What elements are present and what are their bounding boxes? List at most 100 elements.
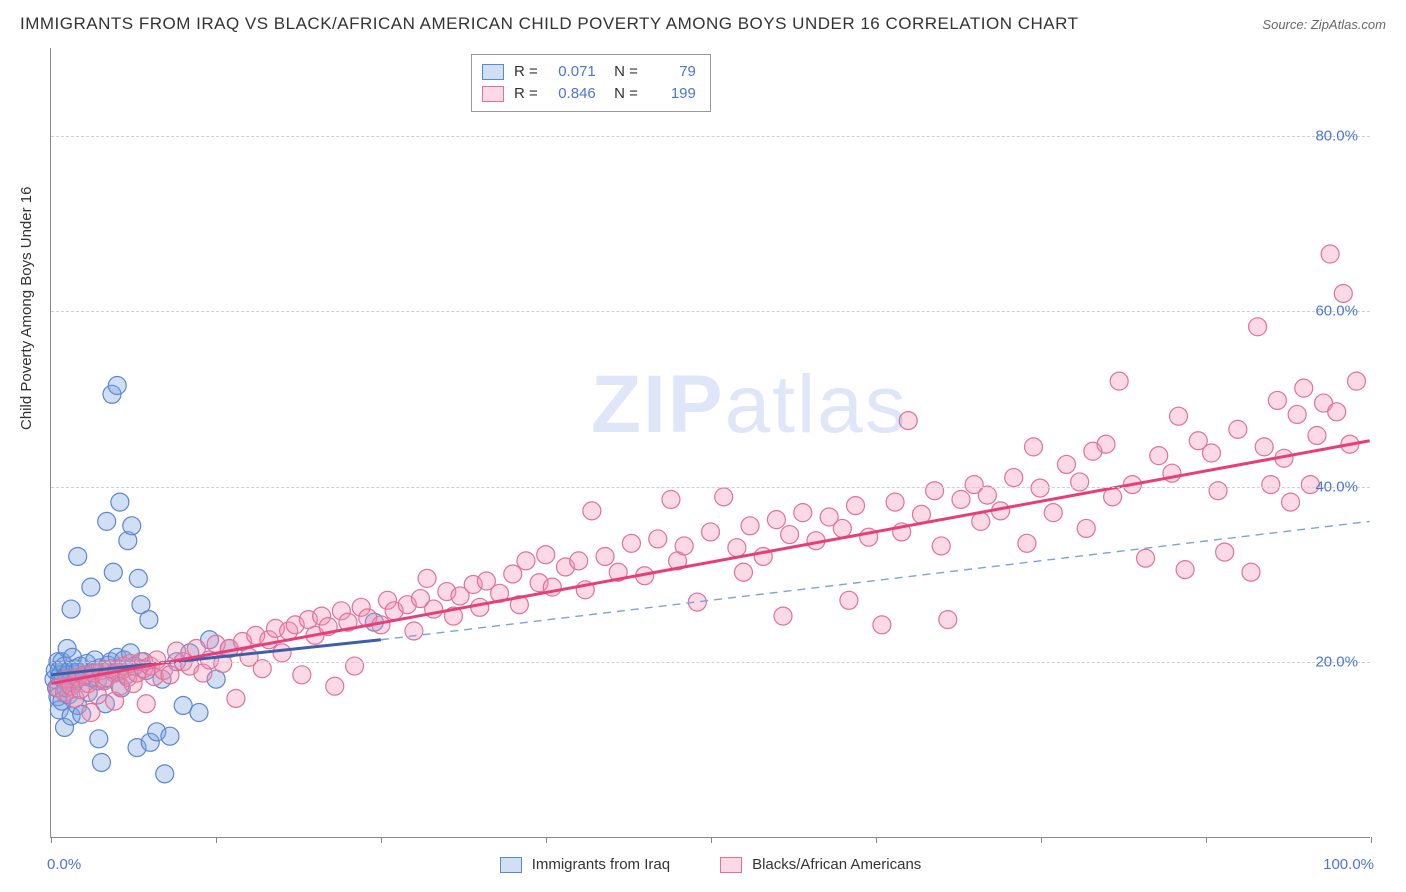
data-point-black [1097, 435, 1115, 453]
x-tick-min: 0.0% [47, 856, 81, 873]
data-point-black [405, 622, 423, 640]
legend-stat-row-iraq: R =0.071 N =79 [482, 61, 696, 83]
data-point-black [728, 539, 746, 557]
legend-n-label: N = [606, 61, 638, 83]
data-point-black [418, 569, 436, 587]
y-axis-label: Child Poverty Among Boys Under 16 [18, 187, 35, 430]
data-point-black [675, 537, 693, 555]
data-point-black [622, 534, 640, 552]
data-point-black [939, 611, 957, 629]
data-point-black [1255, 438, 1273, 456]
data-point-iraq [129, 569, 147, 587]
data-point-black [662, 490, 680, 508]
data-point-iraq [111, 493, 129, 511]
data-point-black [1282, 493, 1300, 511]
x-tick [546, 837, 547, 843]
x-tick [711, 837, 712, 843]
x-legend: Immigrants from IraqBlacks/African Ameri… [51, 856, 1370, 873]
data-point-black [1295, 379, 1313, 397]
data-point-black [978, 486, 996, 504]
data-point-black [596, 547, 614, 565]
chart-source: Source: ZipAtlas.com [1262, 17, 1386, 32]
data-point-iraq [98, 512, 116, 530]
data-point-black [537, 546, 555, 564]
data-point-black [1242, 563, 1260, 581]
data-point-black [833, 519, 851, 537]
y-tick-label: 20.0% [1315, 654, 1358, 671]
data-point-black [570, 552, 588, 570]
data-point-black [1044, 504, 1062, 522]
data-point-black [1308, 426, 1326, 444]
data-point-iraq [140, 611, 158, 629]
data-point-iraq [90, 730, 108, 748]
data-point-black [1071, 473, 1089, 491]
legend-swatch-black [482, 86, 504, 102]
data-point-black [1328, 403, 1346, 421]
legend-r-label: R = [514, 61, 538, 83]
x-legend-label-iraq: Immigrants from Iraq [532, 856, 670, 873]
data-point-iraq [190, 704, 208, 722]
data-point-black [886, 493, 904, 511]
data-point-black [1229, 420, 1247, 438]
data-point-black [1268, 391, 1286, 409]
data-point-black [932, 537, 950, 555]
gridline-h [51, 136, 1370, 137]
data-point-black [767, 511, 785, 529]
data-point-iraq [82, 578, 100, 596]
data-point-black [1018, 534, 1036, 552]
data-point-black [952, 490, 970, 508]
x-tick [876, 837, 877, 843]
data-point-black [781, 526, 799, 544]
chart-title: IMMIGRANTS FROM IRAQ VS BLACK/AFRICAN AM… [20, 14, 1078, 34]
plot-area: ZIPatlas R =0.071 N =79R =0.846 N =199 I… [50, 48, 1370, 838]
data-point-black [1216, 543, 1234, 561]
legend-r-value-black: 0.846 [548, 83, 596, 105]
data-point-black [734, 563, 752, 581]
data-point-black [1077, 519, 1095, 537]
gridline-h [51, 487, 1370, 488]
data-point-black [649, 530, 667, 548]
data-point-black [1288, 405, 1306, 423]
source-name: ZipAtlas.com [1311, 17, 1386, 32]
data-point-black [273, 644, 291, 662]
data-point-black [847, 497, 865, 515]
x-tick [51, 837, 52, 843]
data-point-black [137, 695, 155, 713]
data-point-black [1262, 476, 1280, 494]
legend-r-label: R = [514, 83, 538, 105]
data-point-iraq [123, 517, 141, 535]
data-point-black [1150, 447, 1168, 465]
data-point-black [794, 504, 812, 522]
data-point-black [1137, 549, 1155, 567]
data-point-iraq [108, 377, 126, 395]
data-point-black [774, 607, 792, 625]
y-tick-label: 60.0% [1315, 303, 1358, 320]
legend-swatch-iraq [500, 857, 522, 873]
data-point-iraq [62, 600, 80, 618]
legend-swatch-iraq [482, 64, 504, 80]
data-point-black [326, 677, 344, 695]
data-point-iraq [92, 753, 110, 771]
legend-n-label: N = [606, 83, 638, 105]
data-point-black [1057, 455, 1075, 473]
data-point-black [1249, 318, 1267, 336]
data-point-iraq [156, 765, 174, 783]
x-tick [216, 837, 217, 843]
x-tick [1371, 837, 1372, 843]
x-legend-item-iraq: Immigrants from Iraq [500, 856, 670, 873]
legend-n-value-black: 199 [648, 83, 696, 105]
data-point-black [873, 616, 891, 634]
data-point-black [346, 657, 364, 675]
data-point-black [161, 666, 179, 684]
data-point-black [1202, 444, 1220, 462]
trendline-black [51, 441, 1369, 684]
data-point-iraq [161, 727, 179, 745]
title-bar: IMMIGRANTS FROM IRAQ VS BLACK/AFRICAN AM… [20, 14, 1386, 34]
data-point-black [840, 591, 858, 609]
data-point-black [82, 704, 100, 722]
x-tick [1206, 837, 1207, 843]
gridline-h [51, 311, 1370, 312]
data-point-black [1031, 479, 1049, 497]
data-point-black [1347, 372, 1365, 390]
data-point-black [1321, 245, 1339, 263]
